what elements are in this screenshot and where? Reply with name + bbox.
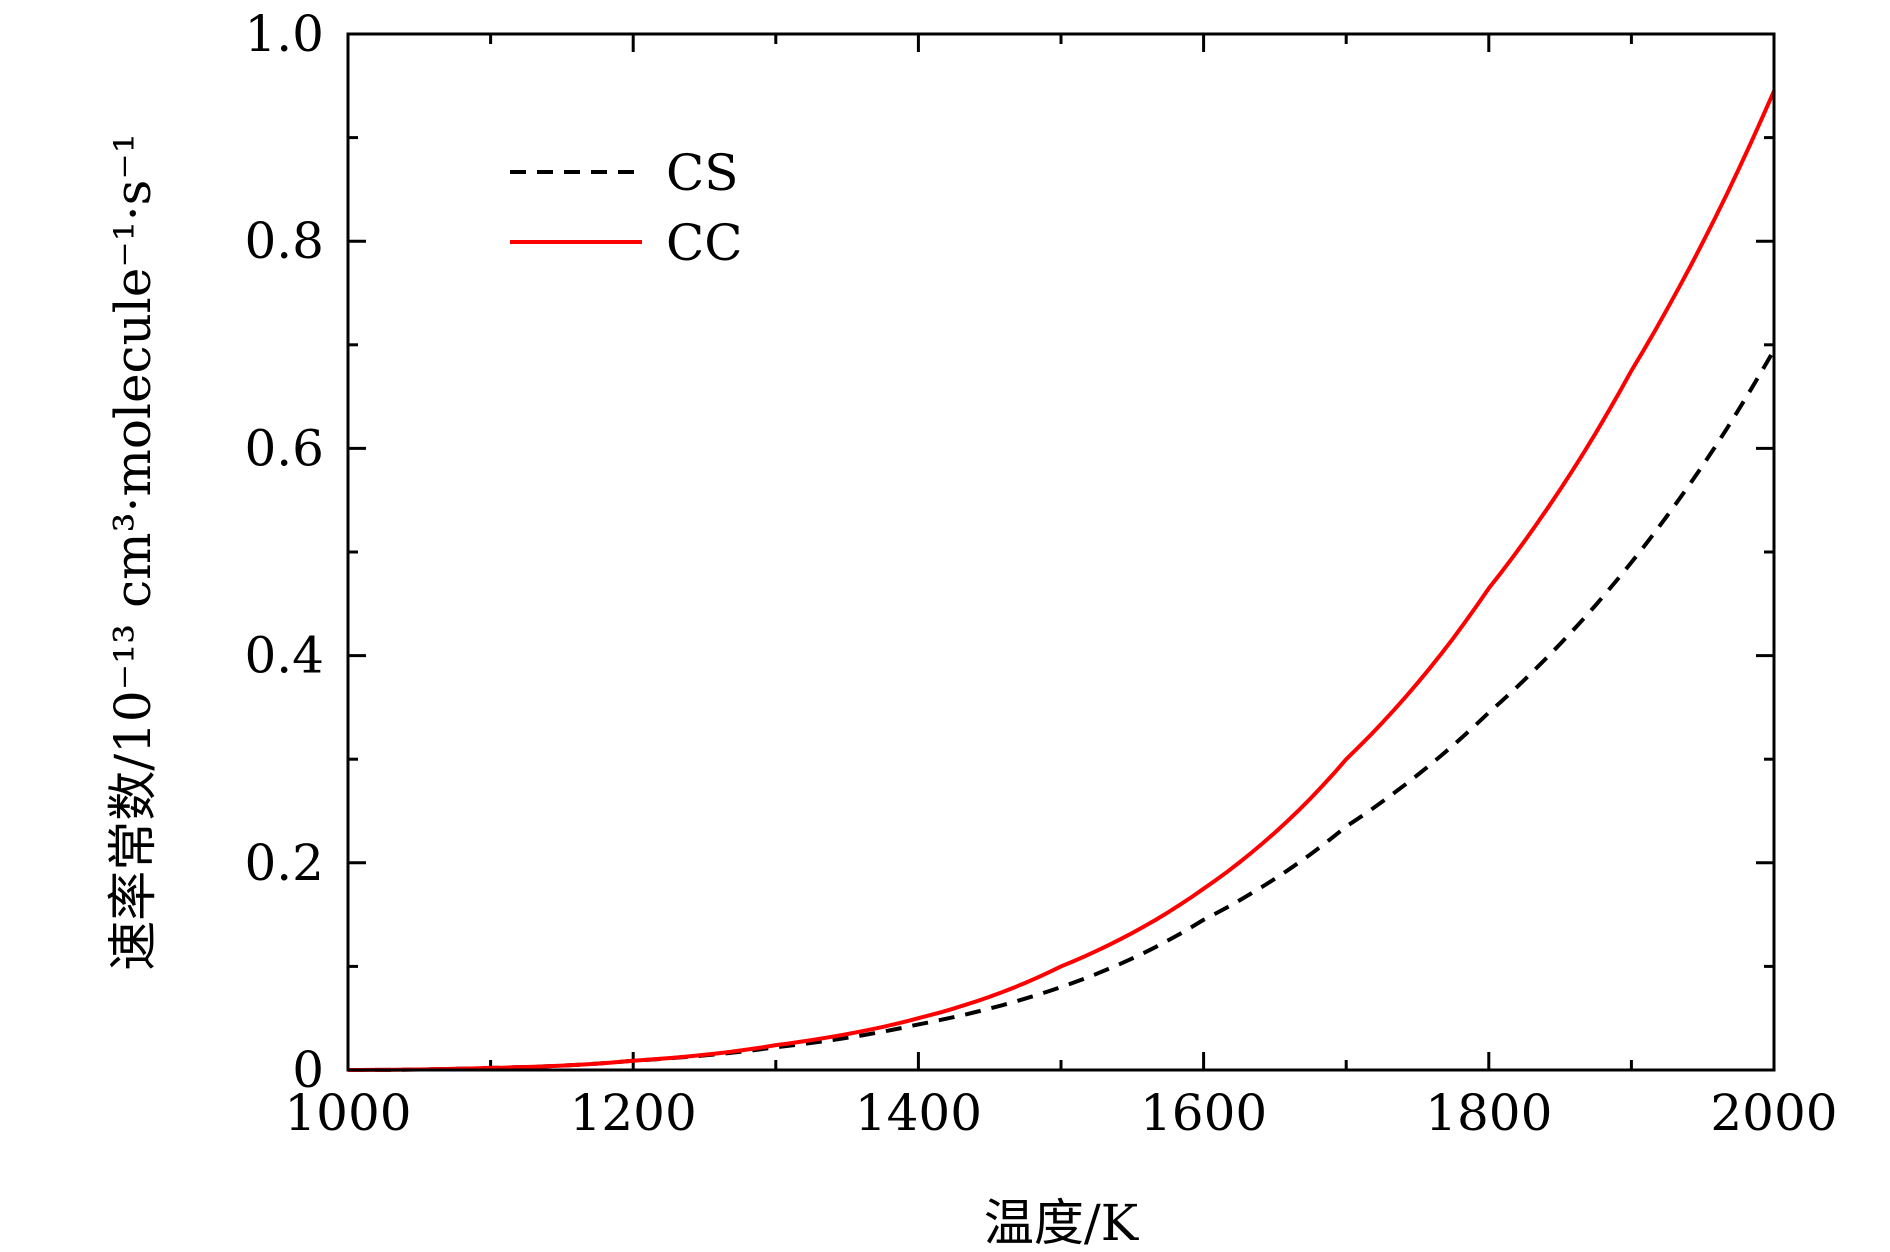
y-tick-label: 0.2 (244, 834, 324, 892)
series-line-cs (348, 348, 1776, 1072)
tick-labels: 1000 1200 1400 1600 1800 2000 0 0.2 0.4 0.6 0.8 1.0 (244, 5, 1837, 1142)
x-tick-label: 1600 (1140, 1084, 1267, 1142)
legend-label-cc: CC (666, 214, 743, 272)
y-tick-label: 0.8 (244, 212, 324, 270)
y-tick-label: 0.6 (244, 419, 324, 477)
x-tick-label: 1200 (570, 1084, 697, 1142)
legend: CS CC (510, 144, 743, 272)
x-tick-label: 1800 (1425, 1084, 1552, 1142)
x-axis-label: 温度/K (984, 1194, 1140, 1252)
axis-ticks (346, 32, 1776, 1072)
x-tick-label: 2000 (1710, 1084, 1837, 1142)
y-tick-label: 0 (292, 1041, 324, 1099)
y-tick-label: 0.4 (244, 627, 324, 685)
y-axis-label: 速率常数/10⁻¹³ cm³·molecule⁻¹·s⁻¹ (104, 133, 162, 971)
x-tick-label: 1400 (855, 1084, 982, 1142)
x-tick-label: 1000 (284, 1084, 411, 1142)
y-tick-label: 1.0 (244, 5, 324, 63)
series-lines (348, 90, 1776, 1072)
legend-label-cs: CS (666, 144, 739, 202)
plot-frame (346, 32, 1776, 1072)
series-line-cc (348, 90, 1776, 1072)
